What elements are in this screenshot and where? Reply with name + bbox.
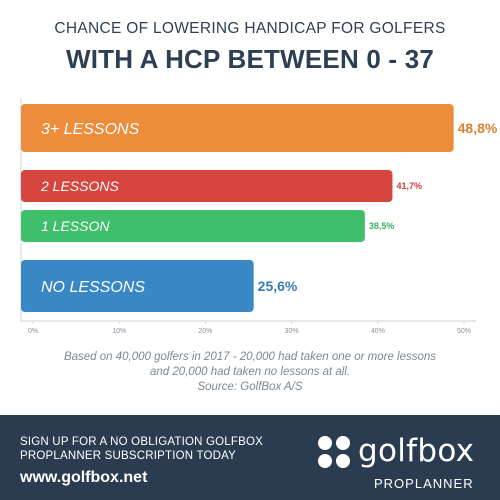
chart-title-line-2: WITH A HCP BETWEEN 0 - 37 bbox=[65, 44, 435, 74]
bar-category-label: 3+ LESSONS bbox=[41, 121, 140, 138]
x-tick-label: 40% bbox=[371, 328, 385, 335]
bar bbox=[21, 104, 454, 152]
chart-title-line-1: CHANCE OF LOWERING HANDICAP FOR GOLFERS bbox=[54, 20, 446, 37]
x-tick-label: 10% bbox=[112, 328, 126, 335]
footer-banner: SIGN UP FOR A NO OBLIGATION GOLFBOX PROP… bbox=[0, 415, 500, 500]
golfbox-logo: golfbox PROPLANNER bbox=[316, 433, 486, 492]
bar bbox=[21, 170, 393, 202]
promo-text: SIGN UP FOR A NO OBLIGATION GOLFBOX PROP… bbox=[20, 435, 300, 463]
bar-category-label: 2 LESSONS bbox=[40, 178, 119, 194]
bar-value-label: 41,7% bbox=[396, 181, 422, 191]
bar-chart: 0% 10% 20% 30% 40% 50% 3+ LESSONS 48,8% 2 LESSON… bbox=[20, 98, 498, 335]
website-link[interactable]: www.golfbox.net bbox=[20, 469, 148, 486]
bar bbox=[21, 260, 254, 312]
chart-caption: Based on 40,000 golfers in 2017 - 20,000… bbox=[0, 350, 500, 395]
caption-line-2: and 20,000 had taken no lessons at all. bbox=[149, 366, 351, 378]
bar-category-label: 1 LESSON bbox=[41, 218, 110, 234]
x-tick-label: 50% bbox=[457, 328, 471, 335]
golfbox-dots-icon bbox=[318, 436, 350, 468]
promo-line-1: SIGN UP FOR A NO OBLIGATION GOLFBOX bbox=[20, 436, 264, 448]
golfbox-wordmark: golfbox bbox=[358, 433, 475, 469]
x-tick-label: 0% bbox=[28, 328, 38, 335]
proplanner-label: PROPLANNER bbox=[374, 476, 474, 491]
bar-category-label: NO LESSONS bbox=[41, 279, 145, 296]
bar bbox=[21, 210, 365, 242]
caption-source: Source: GolfBox A/S bbox=[197, 381, 303, 393]
promo-line-2: PROPLANNER SUBSCRIPTION TODAY bbox=[20, 450, 237, 462]
bar-value-label: 25,6% bbox=[258, 278, 298, 294]
x-tick-label: 20% bbox=[198, 328, 212, 335]
bar-value-label: 38,5% bbox=[369, 221, 395, 231]
x-tick-label: 30% bbox=[285, 328, 299, 335]
caption-line-1: Based on 40,000 golfers in 2017 - 20,000… bbox=[63, 351, 437, 363]
bar-value-label: 48,8% bbox=[458, 120, 498, 136]
